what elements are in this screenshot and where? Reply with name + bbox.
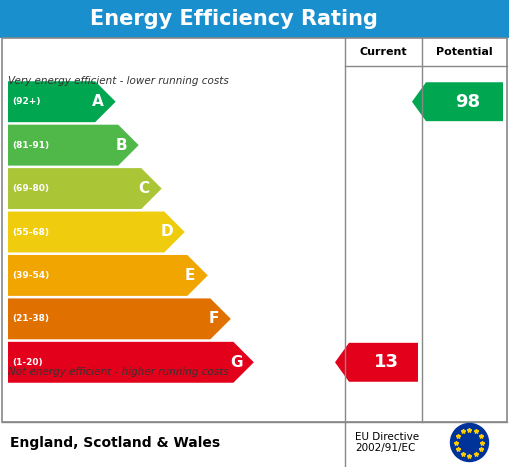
Text: (81-91): (81-91) bbox=[12, 141, 49, 149]
Text: D: D bbox=[161, 225, 174, 240]
Text: B: B bbox=[116, 138, 127, 153]
Bar bbox=[2, 38, 507, 422]
Text: 98: 98 bbox=[455, 93, 480, 111]
Text: England, Scotland & Wales: England, Scotland & Wales bbox=[10, 436, 220, 450]
Text: Potential: Potential bbox=[436, 47, 493, 57]
Polygon shape bbox=[8, 168, 162, 209]
Text: 2002/91/EC: 2002/91/EC bbox=[355, 444, 415, 453]
Text: (1-20): (1-20) bbox=[12, 358, 43, 367]
Polygon shape bbox=[335, 343, 418, 382]
Polygon shape bbox=[8, 125, 138, 166]
Text: (69-80): (69-80) bbox=[12, 184, 49, 193]
Polygon shape bbox=[8, 81, 116, 122]
Text: G: G bbox=[230, 355, 243, 370]
Text: 13: 13 bbox=[374, 354, 399, 371]
Circle shape bbox=[450, 424, 489, 461]
Polygon shape bbox=[8, 255, 208, 296]
Text: Very energy efficient - lower running costs: Very energy efficient - lower running co… bbox=[8, 76, 229, 86]
Text: A: A bbox=[92, 94, 104, 109]
Text: Current: Current bbox=[360, 47, 407, 57]
Text: Energy Efficiency Rating: Energy Efficiency Rating bbox=[90, 9, 378, 29]
Text: F: F bbox=[208, 311, 218, 326]
Polygon shape bbox=[8, 342, 254, 383]
Text: Not energy efficient - higher running costs: Not energy efficient - higher running co… bbox=[8, 367, 229, 377]
Text: (39-54): (39-54) bbox=[12, 271, 49, 280]
Text: (21-38): (21-38) bbox=[12, 314, 49, 323]
Polygon shape bbox=[8, 298, 231, 340]
Text: E: E bbox=[185, 268, 195, 283]
Text: (55-68): (55-68) bbox=[12, 227, 49, 236]
Polygon shape bbox=[412, 82, 503, 121]
Polygon shape bbox=[8, 212, 185, 253]
Text: C: C bbox=[138, 181, 150, 196]
Text: (92+): (92+) bbox=[12, 97, 41, 106]
Text: EU Directive: EU Directive bbox=[355, 432, 419, 441]
Bar bbox=[0, 0, 509, 38]
